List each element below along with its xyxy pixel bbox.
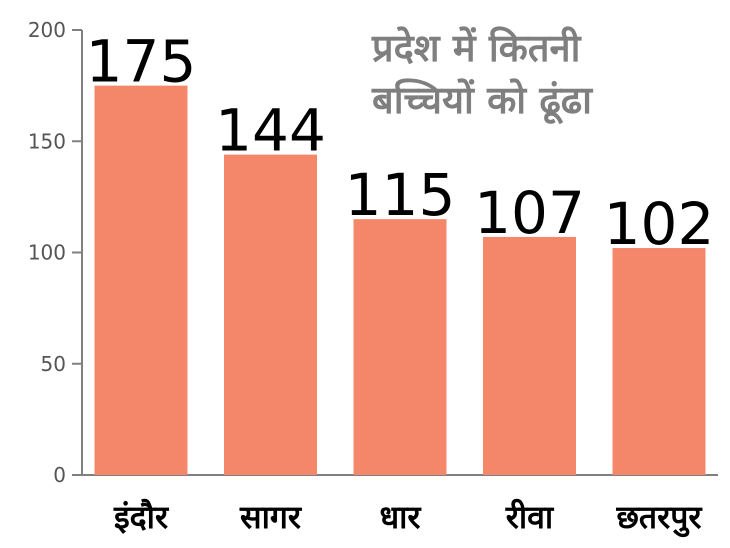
y-tick-label: 200	[28, 18, 66, 42]
y-tick-label: 0	[53, 463, 66, 487]
labels-group: 175 इंदौर 144 सागर 115 धार 107 रीवा 102 छतरपुर	[86, 28, 715, 538]
chart-title: प्रदेश में कितनी बच्चियों को ढूंढा	[372, 22, 712, 126]
x-tick-label: छतरपुर	[615, 498, 703, 538]
bars-group	[94, 85, 706, 475]
x-tick-label: इंदौर	[113, 498, 170, 536]
x-tick-label: धार	[379, 498, 422, 536]
data-label: 107	[474, 179, 585, 247]
bar	[94, 85, 188, 475]
y-tick-label: 150	[28, 129, 66, 153]
data-label: 115	[345, 161, 456, 229]
y-tick-label: 50	[41, 352, 66, 376]
bar	[483, 236, 576, 475]
axis-group: 0 50 100 150 200	[28, 18, 718, 487]
bar	[353, 219, 447, 475]
bar	[224, 154, 317, 475]
data-label: 175	[86, 28, 197, 96]
x-tick-label: सागर	[239, 498, 303, 536]
y-tick-label: 100	[28, 241, 66, 265]
chart-title-line-2: बच्चियों को ढूंढा	[372, 78, 592, 122]
data-label: 102	[604, 190, 715, 258]
bar	[612, 248, 706, 475]
x-tick-label: रीवा	[505, 498, 555, 536]
chart-title-line-1: प्रदेश में कितनी	[372, 26, 581, 70]
data-label: 144	[215, 97, 326, 165]
